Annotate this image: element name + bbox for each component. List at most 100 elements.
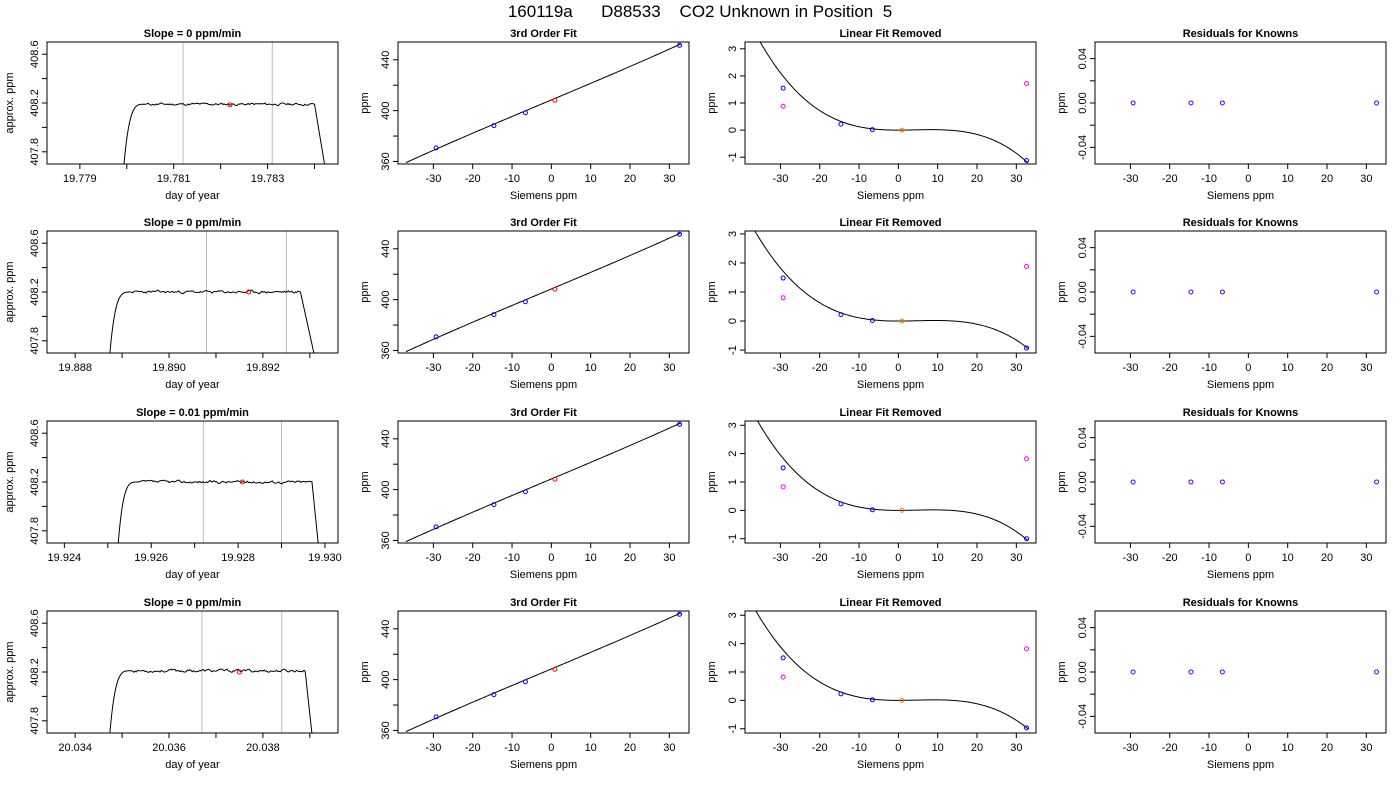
x-tick-label: -30 xyxy=(772,742,788,754)
x-tick-label: -10 xyxy=(1201,742,1217,754)
plot-area xyxy=(405,231,683,353)
y-axis-label: ppm xyxy=(359,471,371,492)
plot-area xyxy=(405,42,683,164)
fit-curve xyxy=(405,422,682,543)
y-tick-label: 408.2 xyxy=(29,468,41,496)
x-tick-label: 0 xyxy=(548,362,554,374)
known-point xyxy=(780,465,786,471)
panel-title: Residuals for Knowns xyxy=(1183,217,1299,229)
plot-frame xyxy=(46,610,339,734)
y-tick-label: 400 xyxy=(380,290,392,308)
y-tick-label: 0.04 xyxy=(1077,427,1089,448)
mean-point xyxy=(246,289,252,295)
x-tick-label: -20 xyxy=(1162,552,1178,564)
x-tick-label: 10 xyxy=(1282,173,1294,185)
x-tick-label: 0 xyxy=(548,173,554,185)
known-point xyxy=(838,691,844,697)
x-tick-label: 10 xyxy=(585,362,597,374)
panel-title: Slope = 0 ppm/min xyxy=(144,217,242,229)
x-tick-label: 30 xyxy=(663,173,675,185)
linear-fit-point xyxy=(1024,80,1030,86)
x-tick-label: -20 xyxy=(465,173,481,185)
y-tick-label: 3 xyxy=(727,612,739,618)
x-tick-label: 0 xyxy=(895,362,901,374)
x-tick-label: 10 xyxy=(932,362,944,374)
y-tick-label: 1 xyxy=(727,669,739,675)
plot-area xyxy=(1130,669,1380,675)
x-tick-label: 20 xyxy=(971,362,983,374)
y-tick-label: 408.6 xyxy=(29,40,41,68)
residual-point-overlay xyxy=(1130,479,1136,485)
y-tick-label: 1 xyxy=(727,479,739,485)
residual-point-overlay xyxy=(1374,669,1379,675)
panel-r3-c1: Slope = 0.01 ppm/min 19.924 19.926 19.928 19… xyxy=(4,407,342,581)
unknown-point xyxy=(552,97,558,103)
x-tick-label: 19.781 xyxy=(157,173,191,185)
concentration-trace xyxy=(109,289,315,353)
plot-area xyxy=(754,231,1030,351)
plot-area xyxy=(1130,100,1380,106)
x-tick-label: 19.890 xyxy=(152,362,186,374)
x-tick-label: 20.036 xyxy=(152,742,186,754)
y-tick-label: 408.2 xyxy=(29,658,41,686)
plot-frame xyxy=(744,610,1037,734)
y-tick-label: 0 xyxy=(727,507,739,513)
x-tick-label: -30 xyxy=(425,173,441,185)
plot-area xyxy=(405,611,683,733)
y-tick-label: 0.00 xyxy=(1077,661,1089,682)
unknown-point xyxy=(552,666,558,672)
x-tick-label: -10 xyxy=(504,552,520,564)
x-tick-label: 20 xyxy=(1321,742,1333,754)
y-tick-label: 440 xyxy=(380,240,392,258)
x-tick-label: 30 xyxy=(1360,742,1372,754)
x-axis-label: Siemens ppm xyxy=(510,190,577,202)
y-axis-label: approx. ppm xyxy=(4,72,16,133)
y-tick-label: 408.2 xyxy=(29,278,41,306)
x-tick-label: 30 xyxy=(663,362,675,374)
known-point xyxy=(1024,345,1030,351)
residual-point-overlay xyxy=(1374,479,1379,485)
x-tick-label: 20 xyxy=(624,552,636,564)
known-point xyxy=(677,421,683,427)
x-tick-label: 19.924 xyxy=(48,552,82,564)
y-tick-label: 0.00 xyxy=(1077,92,1089,113)
y-axis-label: approx. ppm xyxy=(4,261,16,322)
x-tick-label: 30 xyxy=(663,552,675,564)
known-point xyxy=(838,312,844,318)
y-axis-label: ppm xyxy=(1056,661,1068,682)
plot-area xyxy=(109,611,313,733)
panel-r2-c2: 3rd Order Fit -30 -20 -10 0 10 20 30 360 400 440 Si… xyxy=(359,217,690,391)
known-point xyxy=(869,127,875,133)
unknown-point xyxy=(899,127,905,133)
x-tick-label: 10 xyxy=(1282,742,1294,754)
x-tick-label: -30 xyxy=(1122,173,1138,185)
y-tick-label: 0.00 xyxy=(1077,281,1089,302)
y-tick-label: 408.6 xyxy=(29,419,41,447)
plot-area xyxy=(1130,479,1380,485)
x-tick-label: 10 xyxy=(585,742,597,754)
x-tick-label: -10 xyxy=(851,173,867,185)
y-tick-label: 0.04 xyxy=(1077,617,1089,638)
known-point xyxy=(491,692,497,698)
unknown-point xyxy=(899,318,905,324)
y-axis-label: ppm xyxy=(359,281,371,302)
x-axis-label: Siemens ppm xyxy=(857,379,924,391)
x-axis-label: Siemens ppm xyxy=(1207,569,1274,581)
x-tick-label: 0 xyxy=(1245,362,1251,374)
x-tick-label: 19.892 xyxy=(246,362,280,374)
y-axis-label: ppm xyxy=(1056,281,1068,302)
y-tick-label: 2 xyxy=(727,641,739,647)
plot-frame xyxy=(1094,41,1387,165)
residual-point-overlay xyxy=(1220,669,1225,675)
panel-title: Linear Fit Removed xyxy=(839,28,941,40)
x-tick-label: 30 xyxy=(1010,173,1022,185)
x-tick-label: 20 xyxy=(1321,362,1333,374)
x-tick-label: -20 xyxy=(465,742,481,754)
panel-title: 3rd Order Fit xyxy=(510,597,577,609)
mean-point xyxy=(236,669,242,675)
panel-title: 3rd Order Fit xyxy=(510,217,577,229)
y-tick-label: 407.8 xyxy=(29,707,41,735)
x-tick-label: 0 xyxy=(895,173,901,185)
residual-point-overlay xyxy=(1188,479,1194,485)
